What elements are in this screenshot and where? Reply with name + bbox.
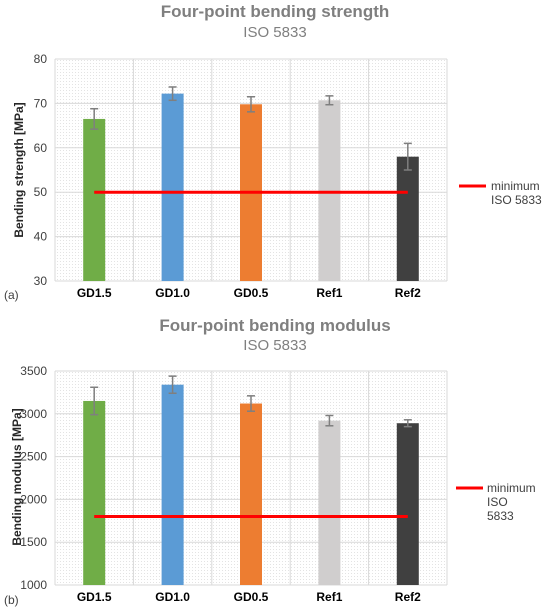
chart-b-y-tick-label: 2500 xyxy=(20,450,47,464)
chart-b-bar-gd1-5 xyxy=(83,400,106,585)
chart-a-y-tick-label: 40 xyxy=(34,230,48,244)
chart-b-legend-label-line3: 5833 xyxy=(487,509,514,523)
chart-b-x-tick-label: Ref2 xyxy=(395,590,421,604)
chart-b-bar-ref2 xyxy=(396,423,419,585)
chart-b-y-tick-label: 2000 xyxy=(20,492,47,506)
chart-b-title: Four-point bending modulus xyxy=(159,316,390,335)
chart-b-x-tick-label: GD1.0 xyxy=(155,590,190,604)
chart-a-bar-gd1-5 xyxy=(83,118,106,281)
chart-a-y-axis-label: Bending strength [MPa] xyxy=(12,102,26,237)
chart-a-legend-label-line1: minimum xyxy=(491,179,540,193)
chart-b-legend-label-line1: minimum xyxy=(487,481,536,495)
chart-a-bar-ref2 xyxy=(396,156,419,281)
chart-a-x-tick-label: GD0.5 xyxy=(234,286,269,300)
chart-b-legend-label-line2: ISO xyxy=(487,495,508,509)
chart-a-legend-label-line2: ISO 5833 xyxy=(491,193,542,207)
chart-a-x-tick-label: Ref1 xyxy=(316,286,342,300)
chart-a-bar-gd1-0 xyxy=(161,93,184,282)
chart-a-x-tick-label: GD1.0 xyxy=(155,286,190,300)
chart-b-subtitle: ISO 5833 xyxy=(243,337,306,354)
chart-a-y-tick-label: 50 xyxy=(34,185,48,199)
chart-b-y-tick-label: 1000 xyxy=(20,578,47,592)
chart-a-y-tick-label: 60 xyxy=(34,141,48,155)
chart-b-bar-ref1 xyxy=(318,420,341,585)
chart-a-subtitle: ISO 5833 xyxy=(243,24,306,41)
chart-b-y-axis-label: Bending modulus [MPa] xyxy=(10,408,24,545)
chart-a-x-tick-label: Ref2 xyxy=(395,286,421,300)
chart-b-y-tick-label: 3000 xyxy=(20,407,47,421)
chart-b-x-tick-label: GD0.5 xyxy=(234,590,269,604)
chart-a-x-tick-label: GD1.5 xyxy=(77,286,112,300)
chart-a-title: Four-point bending strength xyxy=(161,2,390,21)
chart-a-y-tick-label: 80 xyxy=(34,52,48,66)
chart-b-bar-gd1-0 xyxy=(161,384,184,585)
chart-b-x-tick-label: Ref1 xyxy=(316,590,342,604)
chart-b-y-tick-label: 3500 xyxy=(20,364,47,378)
chart-b-y-tick-label: 1500 xyxy=(20,535,47,549)
chart-a-panel-label: (a) xyxy=(4,288,19,302)
chart-a-y-tick-label: 30 xyxy=(34,274,48,288)
chart-a-y-tick-label: 70 xyxy=(34,96,48,110)
chart-a-bar-ref1 xyxy=(318,100,341,282)
chart-b-panel-label: (b) xyxy=(4,593,19,607)
chart-b-bar-gd0-5 xyxy=(240,403,262,585)
chart-b-x-tick-label: GD1.5 xyxy=(77,590,112,604)
